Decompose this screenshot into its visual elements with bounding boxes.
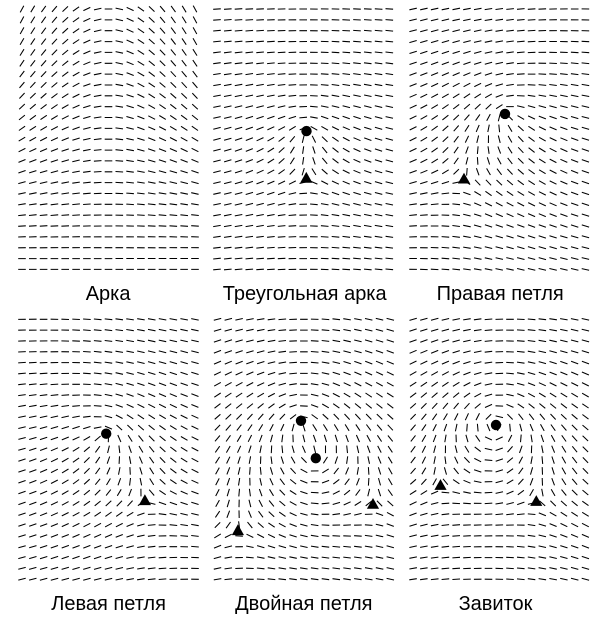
svg-text:Левая петля: Левая петля (51, 593, 166, 615)
svg-text:Двойная петля: Двойная петля (235, 593, 372, 615)
svg-text:Завиток: Завиток (459, 593, 533, 615)
svg-text:Треугольная арка: Треугольная арка (223, 283, 388, 305)
svg-text:Правая петля: Правая петля (437, 283, 564, 305)
svg-text:Арка: Арка (86, 283, 132, 305)
